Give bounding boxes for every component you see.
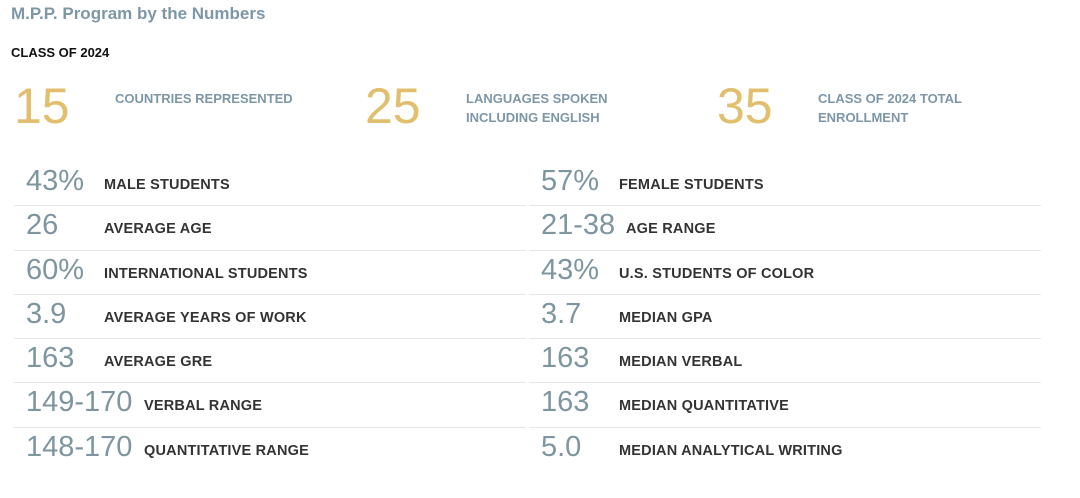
right-stats-column: 57% FEMALE STUDENTS 21-38 AGE RANGE 43% … — [529, 162, 1041, 472]
headline-label: LANGUAGES SPOKEN INCLUDING ENGLISH — [466, 91, 608, 125]
headline-label: CLASS OF 2024 TOTAL ENROLLMENT — [818, 91, 962, 125]
headline-label: COUNTRIES REPRESENTED — [115, 91, 293, 106]
stat-label: AVERAGE GRE — [104, 354, 213, 371]
headline-number: 35 — [717, 78, 773, 134]
stat-value: 163 — [541, 342, 590, 375]
stat-row-median-quantitative: 163 MEDIAN QUANTITATIVE — [529, 383, 1041, 428]
page-title: M.P.P. Program by the Numbers — [11, 4, 266, 23]
stat-value: 26 — [26, 209, 59, 242]
stat-value: 3.9 — [26, 297, 67, 330]
stat-value: 43% — [541, 253, 600, 286]
stat-row-average-years-of-work: 3.9 AVERAGE YEARS OF WORK — [14, 295, 526, 340]
stat-label: AVERAGE YEARS OF WORK — [104, 309, 307, 326]
stat-row-quantitative-range: 148-170 QUANTITATIVE RANGE — [14, 428, 526, 472]
stat-value: 148-170 — [26, 430, 133, 463]
stat-row-median-analytical-writing: 5.0 MEDIAN ANALYTICAL WRITING — [529, 428, 1041, 472]
headline-number: 25 — [365, 78, 421, 134]
stat-value: 5.0 — [541, 430, 582, 463]
class-label: CLASS OF 2024 — [11, 45, 110, 60]
stat-row-us-students-of-color: 43% U.S. STUDENTS OF COLOR — [529, 251, 1041, 295]
stat-row-median-gpa: 3.7 MEDIAN GPA — [529, 295, 1041, 340]
stat-value: 149-170 — [26, 386, 133, 419]
stat-value: 60% — [26, 253, 85, 286]
stat-label: VERBAL RANGE — [144, 398, 263, 415]
stat-value: 43% — [26, 165, 85, 197]
headline-stat-enrollment: 35 CLASS OF 2024 TOTAL ENROLLMENT — [717, 80, 1037, 132]
headline-number: 15 — [14, 78, 70, 134]
stat-value: 21-38 — [541, 209, 616, 242]
stat-label: MEDIAN QUANTITATIVE — [619, 398, 790, 415]
stat-row-verbal-range: 149-170 VERBAL RANGE — [14, 383, 526, 428]
stat-row-male-students: 43% MALE STUDENTS — [14, 162, 526, 207]
stat-row-female-students: 57% FEMALE STUDENTS — [529, 162, 1041, 207]
stat-row-age-range: 21-38 AGE RANGE — [529, 206, 1041, 251]
stat-value: 163 — [541, 386, 590, 419]
stat-label: QUANTITATIVE RANGE — [144, 442, 309, 459]
stat-label: INTERNATIONAL STUDENTS — [104, 265, 308, 282]
stat-label: MALE STUDENTS — [104, 177, 230, 193]
stat-label: U.S. STUDENTS OF COLOR — [619, 265, 815, 282]
headline-stat-countries: 15 COUNTRIES REPRESENTED — [14, 80, 334, 132]
stat-label: AGE RANGE — [626, 221, 716, 238]
stat-label: MEDIAN VERBAL — [619, 354, 743, 371]
stat-row-international-students: 60% INTERNATIONAL STUDENTS — [14, 251, 526, 295]
stat-value: 3.7 — [541, 297, 582, 330]
stat-value: 57% — [541, 165, 600, 197]
stat-label: MEDIAN ANALYTICAL WRITING — [619, 442, 843, 459]
stat-row-average-age: 26 AVERAGE AGE — [14, 206, 526, 251]
stat-label: AVERAGE AGE — [104, 221, 212, 238]
stat-value: 163 — [26, 342, 75, 375]
stat-label: FEMALE STUDENTS — [619, 177, 764, 193]
left-stats-column: 43% MALE STUDENTS 26 AVERAGE AGE 60% INT… — [14, 162, 526, 472]
headline-stat-languages: 25 LANGUAGES SPOKEN INCLUDING ENGLISH — [365, 80, 685, 132]
stat-row-average-gre: 163 AVERAGE GRE — [14, 339, 526, 384]
stat-label: MEDIAN GPA — [619, 309, 713, 326]
stat-row-median-verbal: 163 MEDIAN VERBAL — [529, 339, 1041, 384]
